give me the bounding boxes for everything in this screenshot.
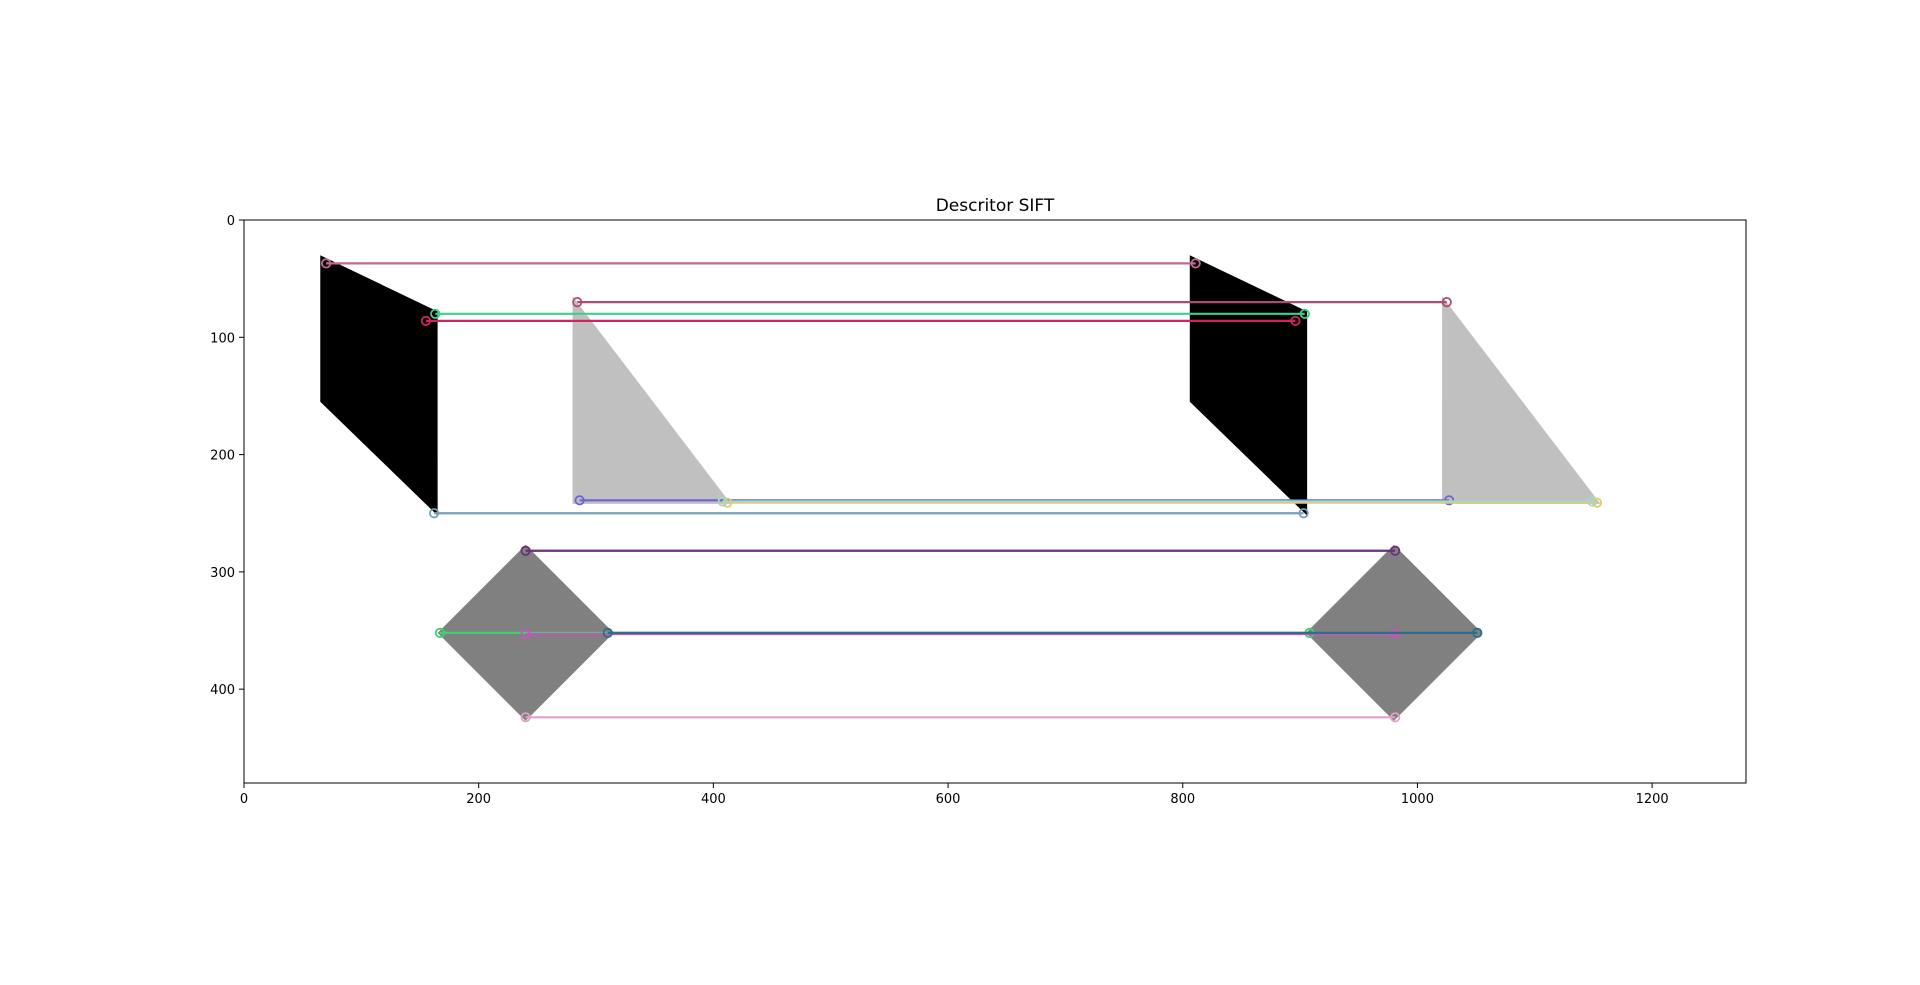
keypoint-right <box>1299 308 1310 319</box>
keypoint-left <box>520 545 531 556</box>
keypoint-right <box>1444 495 1455 506</box>
keypoint-left <box>572 297 583 308</box>
x-tick-label: 1200 <box>1636 792 1669 807</box>
y-tick-label: 400 <box>210 683 235 698</box>
keypoint-left <box>574 495 585 506</box>
match-3 <box>430 308 1310 319</box>
match-7 <box>717 496 1598 507</box>
keypoint-left <box>420 315 431 326</box>
match-8 <box>428 508 1309 519</box>
keypoint-left <box>321 258 332 269</box>
y-tick-label: 200 <box>210 449 235 464</box>
match-2 <box>572 297 1452 308</box>
keypoint-right <box>1472 627 1483 638</box>
keypoint-left <box>520 712 531 723</box>
y-axis-ticks: 0 100 200 300 400 <box>210 214 244 698</box>
keypoint-left <box>428 508 440 519</box>
keypoint-right <box>1290 315 1301 326</box>
match-4 <box>420 315 1301 326</box>
keypoint-left <box>722 497 733 508</box>
black-parallelogram-left <box>320 255 438 516</box>
x-tick-label: 200 <box>466 792 491 807</box>
x-tick-label: 1000 <box>1401 792 1434 807</box>
x-tick-label: 800 <box>1170 792 1195 807</box>
match-1 <box>321 258 1201 269</box>
keypoint-right <box>1390 712 1401 723</box>
y-tick-label: 100 <box>210 331 235 346</box>
keypoint-left <box>520 628 531 640</box>
gray-triangle-right <box>1442 296 1601 504</box>
keypoint-right <box>1298 508 1309 519</box>
chart-title: Descritor SIFT <box>936 196 1055 216</box>
keypoint-right <box>1441 297 1452 308</box>
keypoint-matches <box>321 258 1603 723</box>
match-9 <box>520 545 1401 556</box>
y-tick-label: 0 <box>227 214 235 229</box>
y-tick-label: 300 <box>210 566 235 581</box>
keypoint-left <box>602 627 613 638</box>
keypoint-left <box>717 496 728 507</box>
axes-frame <box>243 219 1747 784</box>
keypoint-right <box>1190 258 1201 269</box>
match-11 <box>520 628 1401 640</box>
match-6 <box>722 497 1603 508</box>
keypoint-left <box>430 308 441 319</box>
x-tick-label: 400 <box>701 792 726 807</box>
x-axis-ticks: 0 200 400 600 800 1000 1200 <box>240 783 1669 807</box>
keypoint-right <box>1587 496 1598 507</box>
keypoint-right <box>1390 545 1401 556</box>
match-13 <box>520 712 1401 723</box>
keypoint-right <box>1591 497 1603 508</box>
keypoint-left <box>434 627 446 638</box>
x-tick-label: 0 <box>240 792 248 807</box>
gray-triangle-left <box>572 296 731 504</box>
keypoint-right <box>1390 628 1401 640</box>
match-12 <box>602 627 1483 638</box>
x-tick-label: 600 <box>936 792 961 807</box>
